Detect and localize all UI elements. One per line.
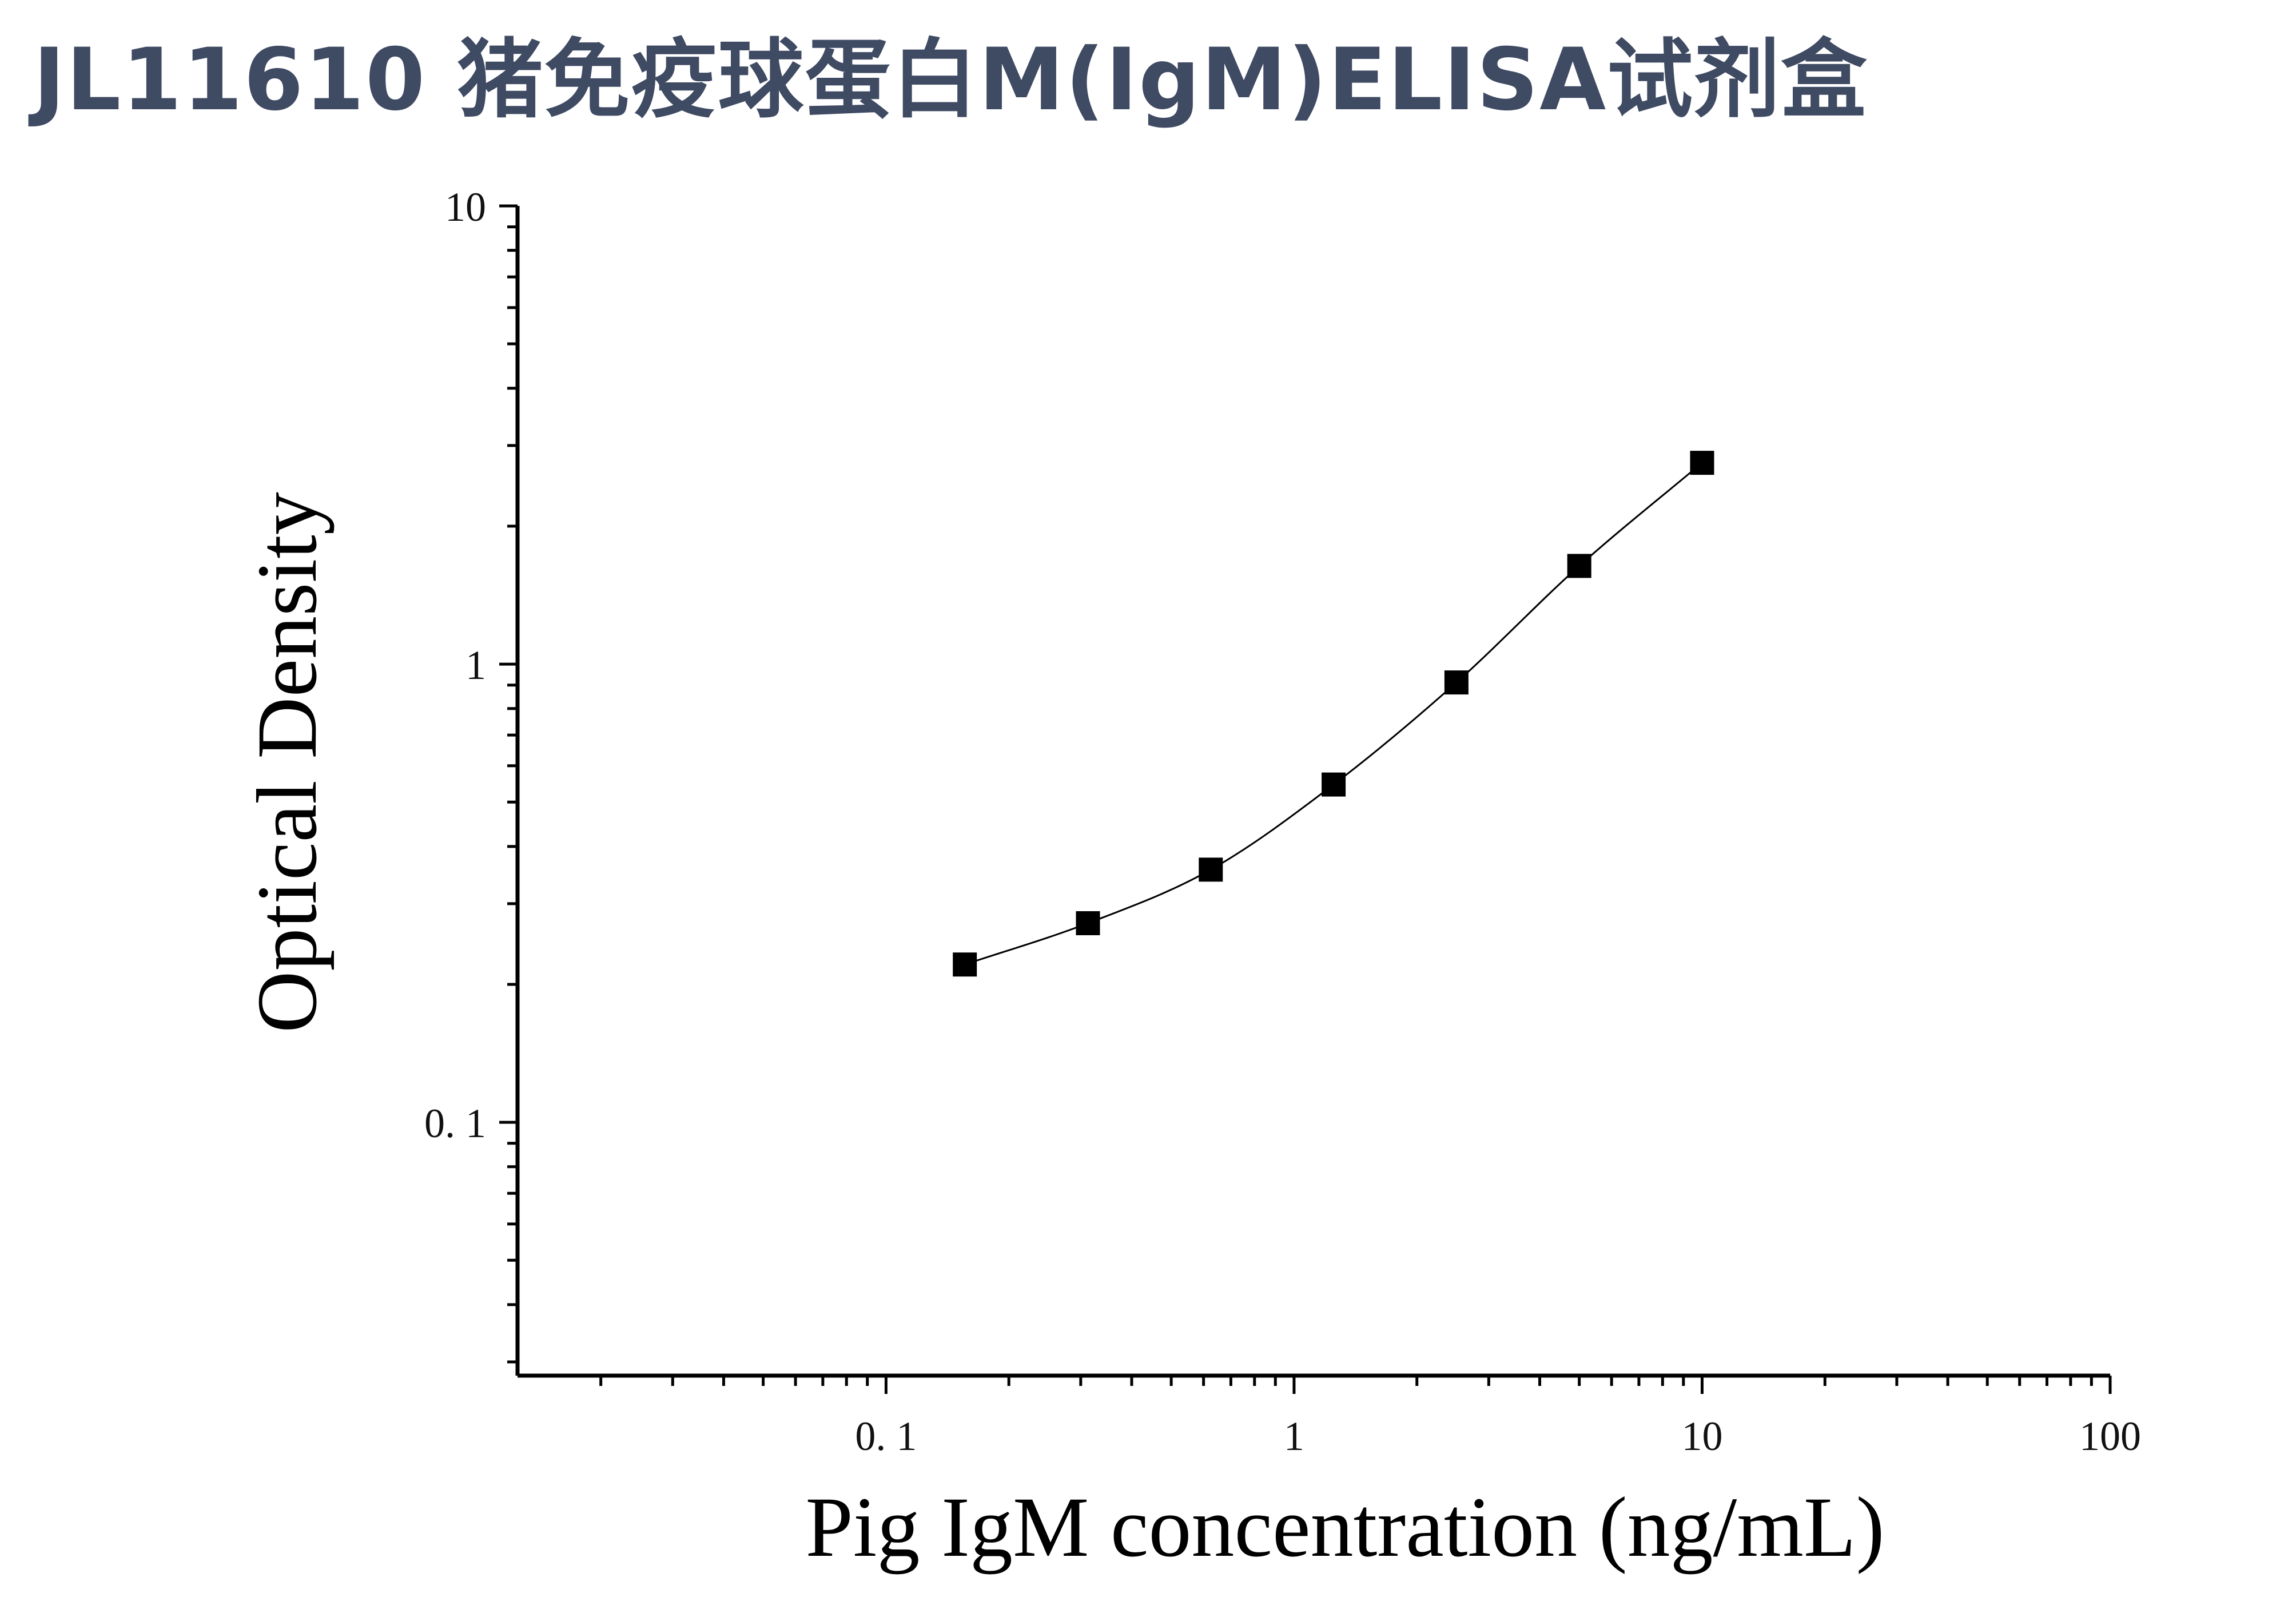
data-point xyxy=(1690,451,1714,475)
x-tick-label: 100 xyxy=(2079,1413,2141,1459)
y-tick-label: 1 xyxy=(465,642,486,688)
data-points xyxy=(953,451,1714,977)
page-title: JL11610 猪免疫球蛋白M(IgM)ELISA试剂盒 xyxy=(33,30,1868,130)
x-axis-title: Pig IgM concentration (ng/mL) xyxy=(805,1480,1884,1575)
y-axis-title: Optical Density xyxy=(240,492,335,1033)
x-tick-label: 0. 1 xyxy=(855,1413,917,1459)
data-point xyxy=(1567,554,1591,578)
y-tick-label: 0. 1 xyxy=(424,1101,486,1146)
x-tick-label: 10 xyxy=(1681,1413,1722,1459)
data-point xyxy=(1076,911,1100,936)
data-point xyxy=(953,952,977,977)
x-tick-label: 1 xyxy=(1284,1413,1304,1459)
y-tick-label: 10 xyxy=(445,184,486,230)
data-point xyxy=(1322,772,1346,797)
data-point xyxy=(1444,670,1469,695)
data-point xyxy=(1199,857,1223,882)
axes: 0. 1 1 10 100 0. 1 1 10 xyxy=(424,184,2141,1459)
fit-curve-layer xyxy=(964,462,1703,966)
fit-curve xyxy=(964,462,1703,966)
